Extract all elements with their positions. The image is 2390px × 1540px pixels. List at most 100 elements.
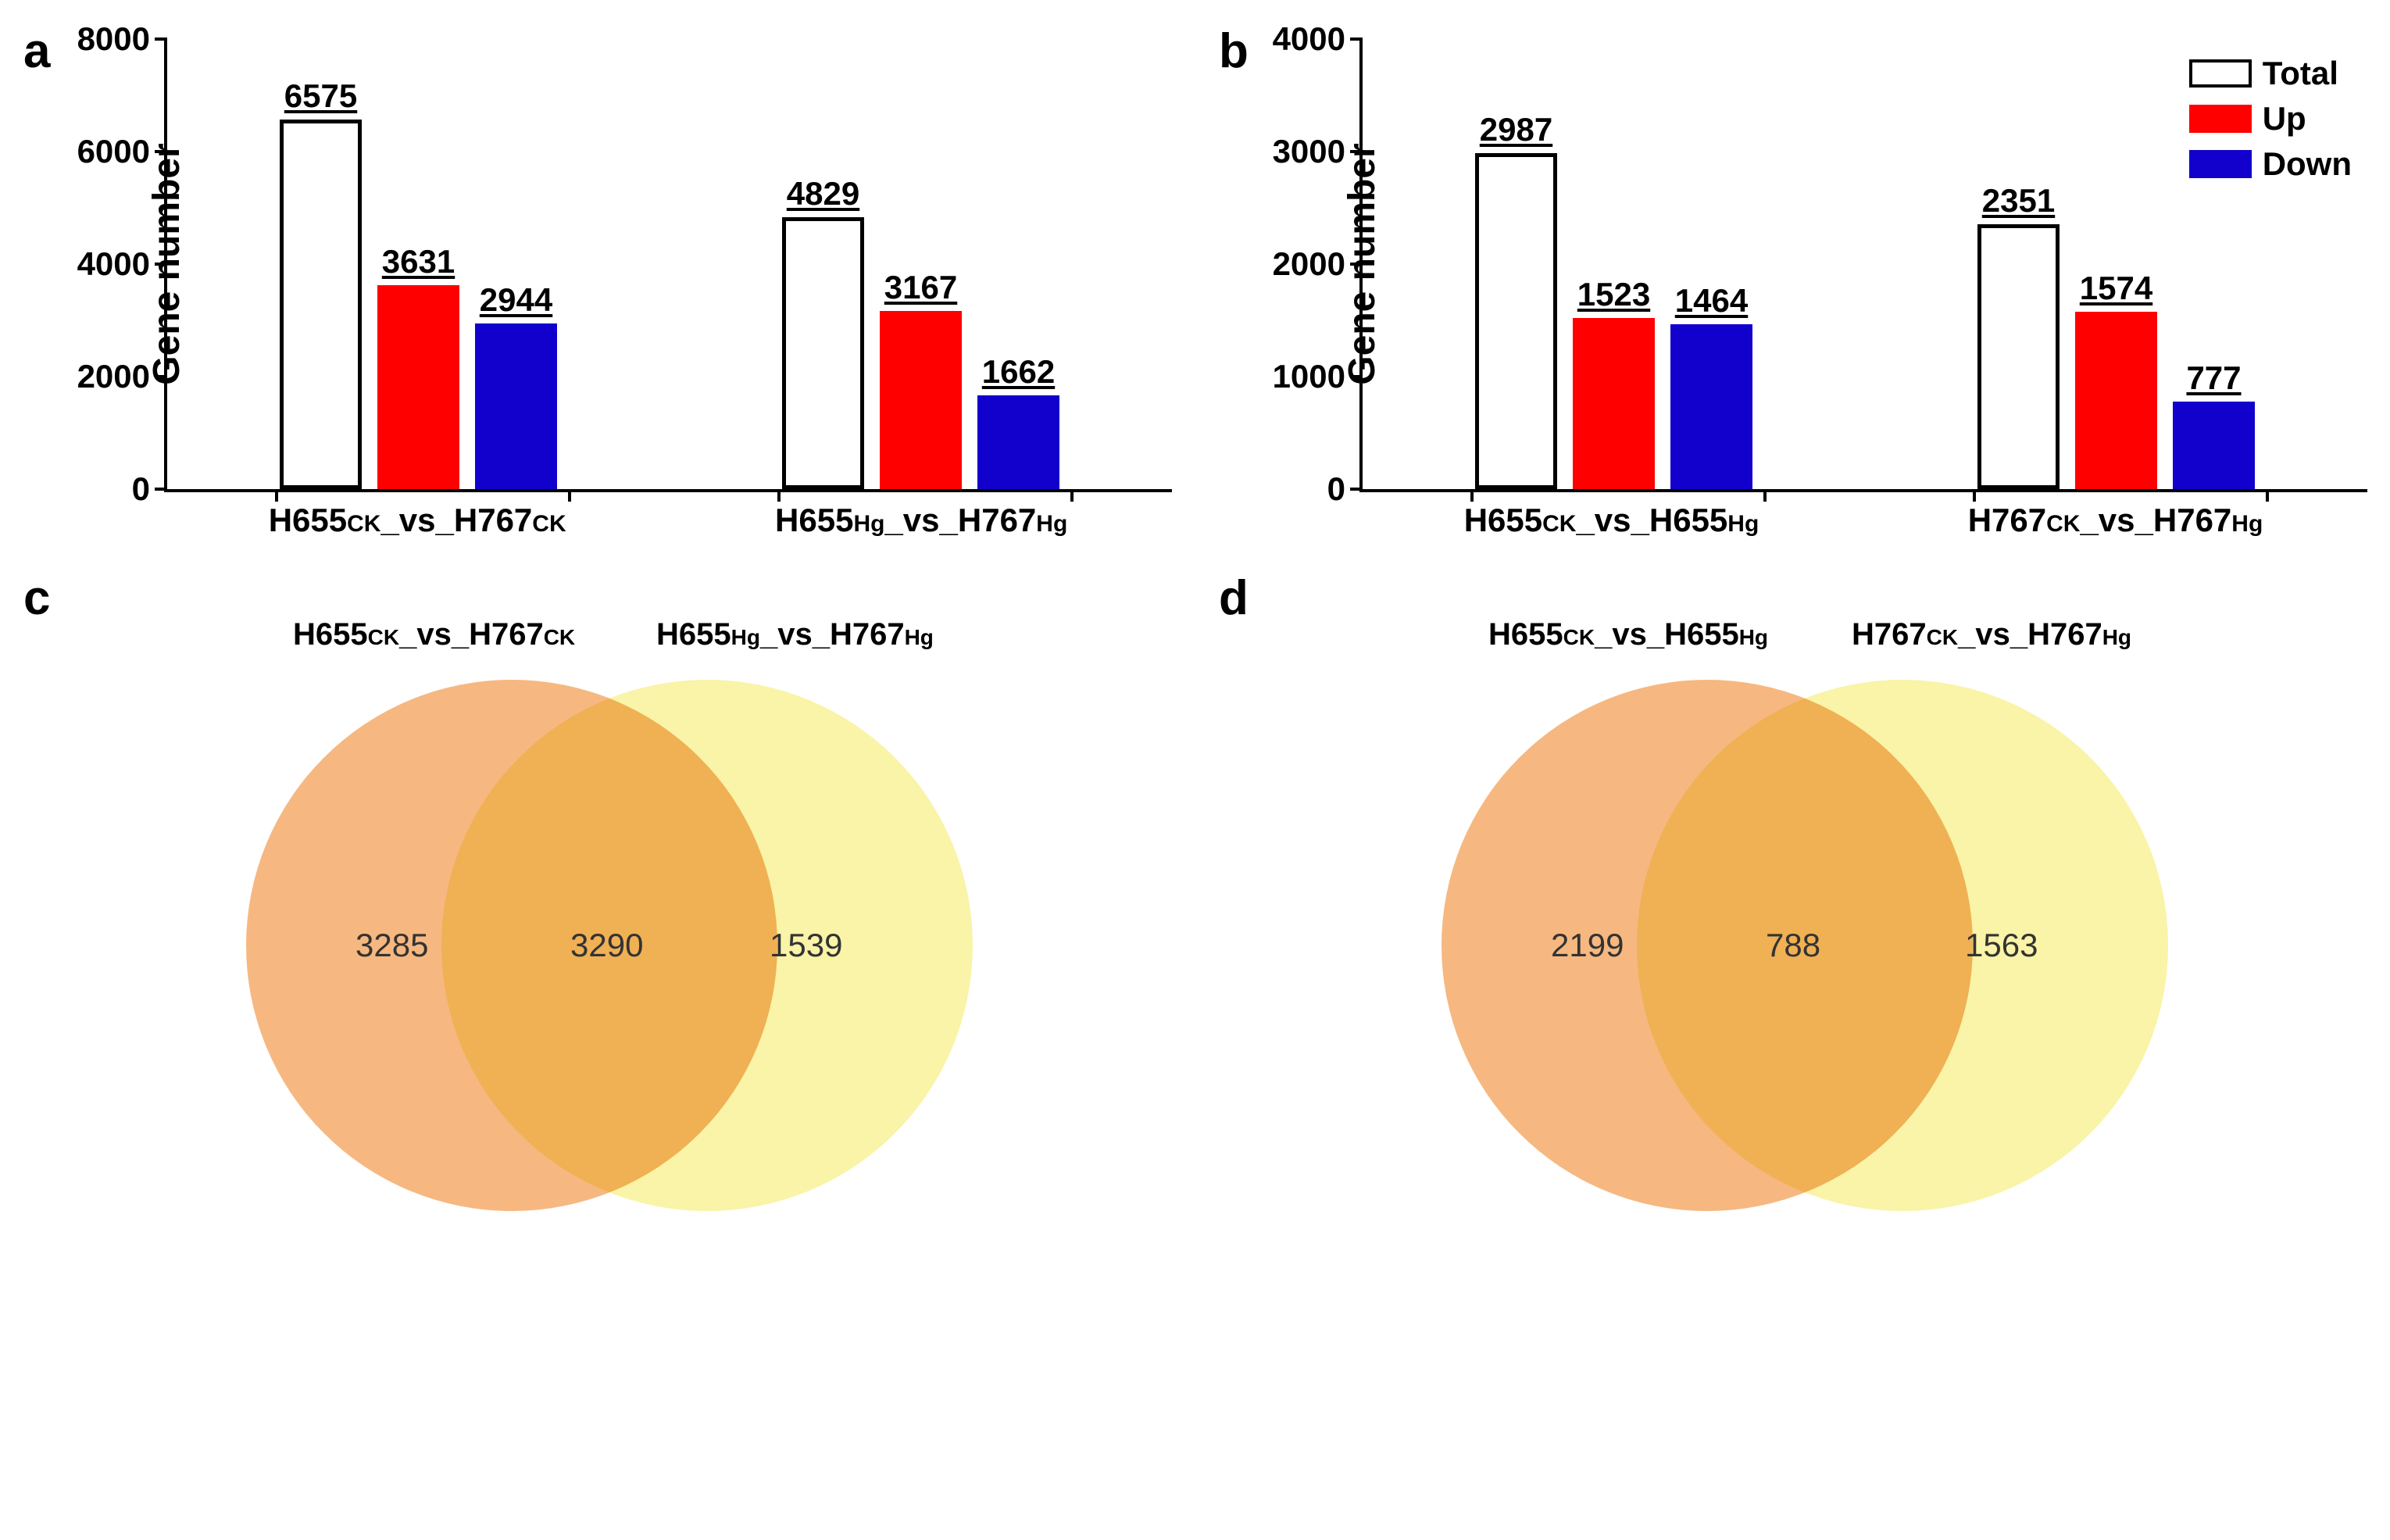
y-tick-label: 2000 [77, 358, 150, 395]
panel-b-groups: 2987 1523 1464 2351 1574 777 [1363, 39, 2367, 489]
bar-up [880, 311, 962, 489]
bar-value-label: 6575 [284, 77, 357, 115]
bar-total [1977, 224, 2060, 489]
bar-group: 2351 1574 777 [1977, 39, 2255, 489]
x-tick [2266, 489, 2269, 502]
x-tick [568, 489, 571, 502]
venn-title-right: H655Hg_vs_H767Hg [656, 617, 934, 652]
bar-wrap: 777 [2173, 39, 2255, 489]
y-tick-label: 4000 [1273, 20, 1345, 58]
panel-b: b Gene number Total Up Down [1219, 23, 2367, 539]
bar-value-label: 4829 [787, 175, 859, 213]
venn-value-intersection: 3290 [570, 927, 643, 964]
bar-total [1475, 153, 1557, 489]
x-category-label: H655CK_vs_H767CK [269, 502, 566, 539]
panel-b-xlabels: H655CK_vs_H655Hg H767CK_vs_H767Hg [1359, 502, 2367, 539]
y-tick-label: 6000 [77, 133, 150, 170]
bar-wrap: 2944 [475, 39, 557, 489]
venn-value-left: 3285 [355, 927, 428, 964]
x-tick [1973, 489, 1976, 502]
venn-circle-right [441, 680, 973, 1211]
bar-group: 4829 3167 1662 [782, 39, 1059, 489]
x-category-label: H655Hg_vs_H767Hg [775, 502, 1067, 539]
y-tick [1350, 263, 1363, 266]
bar-value-label: 1662 [982, 353, 1055, 391]
bar-value-label: 2351 [1982, 182, 2055, 220]
y-tick [1350, 375, 1363, 378]
venn-circle-right [1637, 680, 2168, 1211]
y-tick-label: 3000 [1273, 133, 1345, 170]
y-tick-label: 1000 [1273, 358, 1345, 395]
y-tick [155, 38, 167, 41]
x-tick [275, 489, 278, 502]
panel-b-label: b [1219, 23, 1249, 79]
y-tick-label: 0 [132, 470, 150, 508]
bar-down [2173, 402, 2255, 489]
panel-a-label: a [23, 23, 50, 79]
bar-wrap: 2987 [1475, 39, 1557, 489]
panel-a-groups: 6575 3631 2944 4829 3167 1662 [167, 39, 1172, 489]
bar-value-label: 777 [2186, 359, 2241, 397]
y-tick [1350, 38, 1363, 41]
panel-a: a Gene number 657536312944482931671662 0… [23, 23, 1172, 539]
venn-value-right: 1563 [1965, 927, 2038, 964]
bar-value-label: 1574 [2080, 270, 2152, 307]
bar-total [782, 217, 864, 489]
bar-wrap: 3631 [377, 39, 459, 489]
y-tick [155, 150, 167, 153]
bar-value-label: 3167 [884, 269, 957, 306]
bar-value-label: 1523 [1577, 276, 1650, 313]
bar-down [475, 323, 557, 489]
panel-d: d H655CK_vs_H655HgH767CK_vs_H767Hg219978… [1219, 570, 2367, 1242]
panel-b-plot-area: Gene number Total Up Down 2987152 [1359, 39, 2367, 492]
y-tick [155, 263, 167, 266]
bar-wrap: 1523 [1573, 39, 1655, 489]
bar-total [280, 120, 362, 489]
bar-up [1573, 318, 1655, 489]
y-tick-label: 4000 [77, 245, 150, 283]
panel-c: c H655CK_vs_H767CKH655Hg_vs_H767Hg328532… [23, 570, 1172, 1242]
venn-value-intersection: 788 [1766, 927, 1820, 964]
bar-wrap: 2351 [1977, 39, 2060, 489]
bar-wrap: 6575 [280, 39, 362, 489]
bar-wrap: 1662 [977, 39, 1059, 489]
x-tick [1470, 489, 1474, 502]
y-tick [1350, 150, 1363, 153]
bar-down [1670, 324, 1752, 489]
x-tick [1070, 489, 1074, 502]
y-tick-label: 8000 [77, 20, 150, 58]
bar-down [977, 395, 1059, 489]
panel-c-venn: H655CK_vs_H767CK H655Hg_vs_H767Hg 3285 3290… [23, 609, 1172, 1235]
panel-b-chart: Gene number Total Up Down 2987152 [1359, 39, 2367, 539]
bar-wrap: 1574 [2075, 39, 2157, 489]
venn-title-left: H655CK_vs_H767CK [293, 617, 575, 652]
venn-title-left: H655CK_vs_H655Hg [1488, 617, 1768, 652]
panel-a-xlabels: H655CK_vs_H767CK H655Hg_vs_H767Hg [164, 502, 1172, 539]
y-tick-label: 2000 [1273, 245, 1345, 283]
venn-title-right: H767CK_vs_H767Hg [1852, 617, 2131, 652]
bar-up [377, 285, 459, 489]
y-tick [1350, 488, 1363, 491]
panel-a-plot-area: Gene number 657536312944482931671662 020… [164, 39, 1172, 492]
x-category-label: H767CK_vs_H767Hg [1968, 502, 2263, 539]
x-tick [1763, 489, 1767, 502]
panel-a-chart: Gene number 657536312944482931671662 020… [164, 39, 1172, 539]
bar-up [2075, 312, 2157, 489]
y-tick-label: 0 [1327, 470, 1345, 508]
venn-value-right: 1539 [770, 927, 842, 964]
bar-value-label: 2987 [1480, 111, 1552, 148]
bar-value-label: 3631 [382, 243, 455, 280]
bar-wrap: 3167 [880, 39, 962, 489]
figure-grid: a Gene number 657536312944482931671662 0… [23, 23, 2367, 1242]
panel-d-venn: H655CK_vs_H655HgH767CK_vs_H767Hg21997881… [1219, 609, 2367, 1235]
y-tick [155, 375, 167, 378]
bar-group: 6575 3631 2944 [280, 39, 557, 489]
bar-wrap: 1464 [1670, 39, 1752, 489]
bar-value-label: 1464 [1675, 282, 1748, 320]
x-tick [777, 489, 781, 502]
bar-group: 2987 1523 1464 [1475, 39, 1752, 489]
bar-wrap: 4829 [782, 39, 864, 489]
bar-value-label: 2944 [480, 281, 552, 319]
y-tick [155, 488, 167, 491]
x-category-label: H655CK_vs_H655Hg [1464, 502, 1759, 539]
